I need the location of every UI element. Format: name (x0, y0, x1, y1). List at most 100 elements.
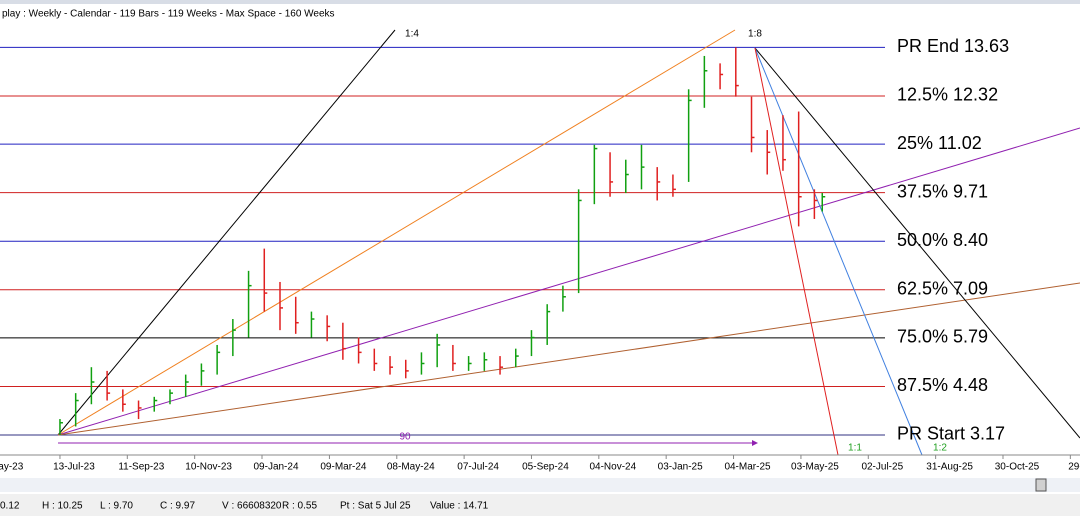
price-bar (247, 270, 252, 338)
x-tick-label: 11-Sep-23 (118, 462, 164, 473)
price-bar (609, 152, 614, 197)
price-bar (404, 359, 409, 379)
price-bar (656, 167, 661, 201)
price-bar (782, 115, 786, 171)
fan-line (57, 127, 1080, 436)
status-field: V : 66608320 (222, 501, 282, 512)
price-bar (326, 315, 331, 342)
status-bar (0, 494, 1080, 516)
price-bar (766, 130, 771, 175)
price-bar (735, 47, 739, 97)
x-tick-label: May-23 (0, 462, 24, 473)
price-bar (483, 352, 488, 371)
level-label: 37.5% 9.71 (897, 181, 988, 201)
status-field: Pt : Sat 5 Jul 25 (340, 501, 411, 512)
price-bar (420, 352, 425, 375)
x-tick-label: 03-Jan-25 (658, 462, 703, 473)
status-field: 0.12 (0, 501, 20, 512)
price-bar (467, 356, 472, 371)
status-field: L : 9.70 (100, 501, 133, 512)
price-bar (436, 333, 441, 368)
chart-info: play : Weekly - Calendar - 119 Bars - 11… (2, 9, 335, 20)
price-bar (546, 304, 551, 345)
price-bar (373, 348, 378, 371)
level-label: 25% 11.02 (897, 133, 982, 153)
price-bar (797, 111, 802, 227)
price-bar (625, 159, 629, 194)
x-tick-label: 07-Jul-24 (457, 462, 499, 473)
fan-label: 1:8 (748, 29, 762, 40)
price-bar (216, 344, 221, 375)
price-bar (687, 89, 692, 182)
status-field: H : 10.25 (42, 501, 83, 512)
price-bar (577, 189, 582, 294)
range-label: 90 (399, 432, 411, 443)
fan-label: 1:2 (933, 443, 947, 454)
price-bar (59, 419, 63, 435)
price-bar (530, 330, 535, 357)
price-bar (389, 356, 394, 375)
toolbar-edge (0, 0, 1080, 4)
price-bar (122, 389, 126, 412)
price-bar (106, 370, 111, 401)
fan-line (57, 29, 736, 436)
x-tick-label: 03-May-25 (791, 462, 839, 473)
level-label: 12.5% 12.32 (897, 85, 998, 105)
price-bar (263, 248, 268, 312)
price-bar (153, 396, 158, 412)
price-bar (294, 296, 299, 334)
x-tick-label: 13-Jul-23 (53, 462, 95, 473)
level-label: 50.0% 8.40 (897, 230, 988, 250)
price-bar (357, 337, 362, 364)
status-field: R : 0.55 (282, 501, 317, 512)
status-field: C : 9.97 (160, 501, 195, 512)
price-bar (719, 63, 724, 90)
price-bar (821, 193, 826, 212)
scrollbar[interactable] (0, 478, 1080, 492)
fan-line (754, 47, 1080, 439)
price-bar (640, 144, 645, 190)
x-tick-label: 09-Jan-24 (253, 462, 298, 473)
level-label: PR End 13.63 (897, 36, 1009, 56)
price-bar (703, 55, 708, 108)
scroll-thumb[interactable] (1035, 478, 1047, 492)
x-tick-label: 02-Jul-25 (861, 462, 903, 473)
level-label: 75.0% 5.79 (897, 327, 988, 347)
price-bar (562, 285, 566, 312)
price-bar (499, 356, 504, 375)
price-bar (813, 189, 818, 219)
price-bar (279, 281, 283, 331)
x-tick-label: 09-Mar-24 (320, 462, 367, 473)
price-bar (342, 322, 346, 360)
price-bar (452, 344, 456, 371)
price-bar (515, 348, 519, 368)
x-tick-label: 04-Nov-24 (589, 462, 636, 473)
fan-label: 1:1 (848, 443, 862, 454)
fan-line (754, 47, 839, 456)
price-bar (200, 363, 205, 386)
price-bar (672, 174, 676, 197)
arrow-head (752, 440, 758, 446)
level-label: PR Start 3.17 (897, 424, 1005, 444)
x-tick-label: 08-May-24 (387, 462, 435, 473)
price-bar (232, 319, 236, 357)
x-tick-label: 31-Aug-25 (926, 462, 973, 473)
price-bar (184, 374, 189, 397)
fan-label: 1:4 (405, 29, 419, 40)
x-tick-label: 30-Oct-25 (995, 462, 1040, 473)
x-tick-label: 04-Mar-25 (724, 462, 771, 473)
price-bar (74, 393, 79, 427)
status-field: Value : 14.71 (430, 501, 489, 512)
level-label: 87.5% 4.48 (897, 375, 988, 395)
x-tick-label: 29-Dec (1068, 462, 1080, 473)
price-bar (750, 96, 755, 153)
price-bar (593, 144, 598, 205)
price-bar (137, 400, 142, 420)
price-bar (169, 389, 173, 405)
price-bar (90, 367, 95, 405)
x-tick-label: 10-Nov-23 (185, 462, 232, 473)
fan-line (57, 29, 396, 436)
level-label: 62.5% 7.09 (897, 278, 988, 298)
price-bar (310, 311, 315, 338)
